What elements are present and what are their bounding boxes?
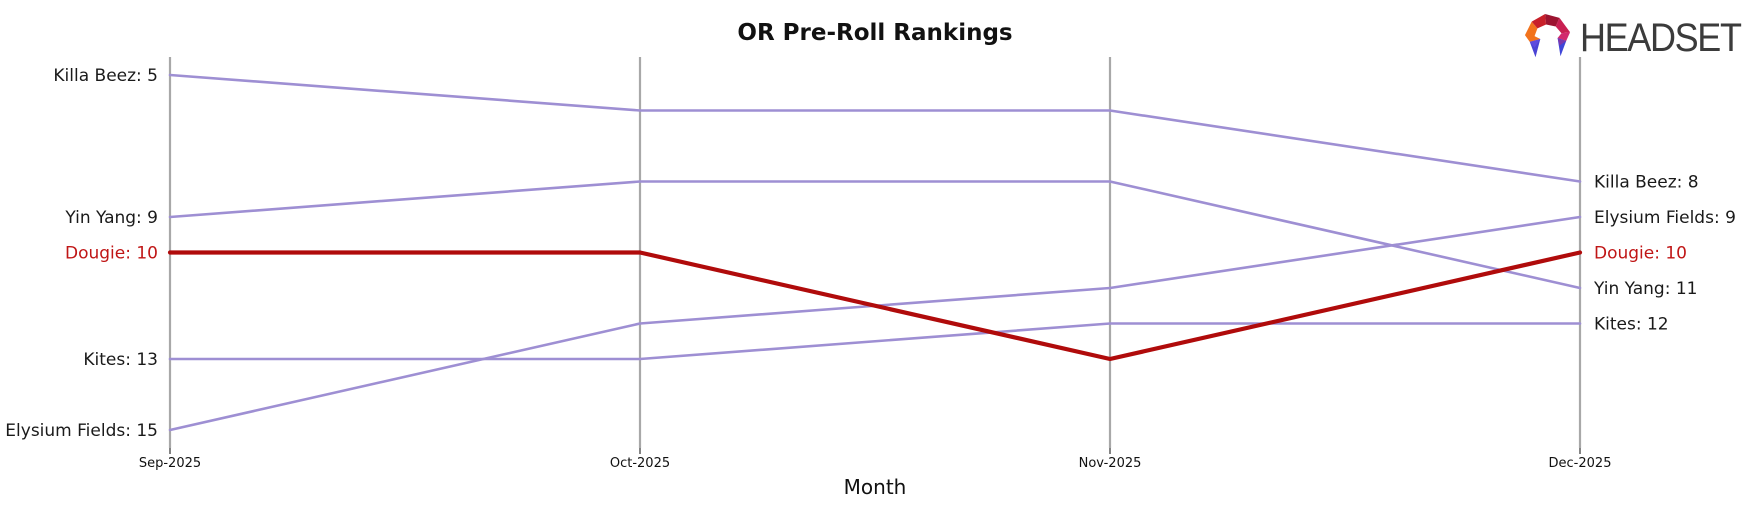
series-start-label-killa-beez: Killa Beez: 5 [53, 66, 158, 86]
x-axis-title: Month [843, 475, 907, 499]
series-line-kites [168, 322, 1582, 361]
headset-logo-mark-icon [1524, 14, 1571, 58]
series-start-label-elysium-fields: Elysium Fields: 15 [5, 421, 158, 441]
headset-logo-text: HEADSET [1580, 16, 1742, 60]
series-start-label-yin-yang: Yin Yang: 9 [64, 208, 158, 228]
series-end-label-killa-beez: Killa Beez: 8 [1594, 173, 1699, 193]
series-line-killa-beez [168, 73, 1582, 183]
series-line-yin-yang [168, 180, 1582, 290]
headset-logo: HEADSET [1524, 10, 1758, 66]
series-end-label-kites: Kites: 12 [1594, 315, 1669, 335]
series-end-label-yin-yang: Yin Yang: 11 [1593, 279, 1697, 299]
tick-label-oct-2025: Oct-2025 [610, 456, 670, 471]
series-start-label-dougie: Dougie: 10 [65, 244, 158, 264]
series-start-label-kites: Kites: 13 [83, 350, 158, 370]
tick-label-dec-2025: Dec-2025 [1549, 456, 1612, 471]
series-end-label-dougie: Dougie: 10 [1594, 244, 1687, 264]
series-line-dougie [167, 250, 1583, 362]
tick-label-nov-2025: Nov-2025 [1079, 456, 1142, 471]
chart-title: OR Pre-Roll Rankings [737, 20, 1013, 46]
series-end-label-elysium-fields: Elysium Fields: 9 [1594, 208, 1736, 228]
tick-label-sep-2025: Sep-2025 [139, 456, 201, 471]
